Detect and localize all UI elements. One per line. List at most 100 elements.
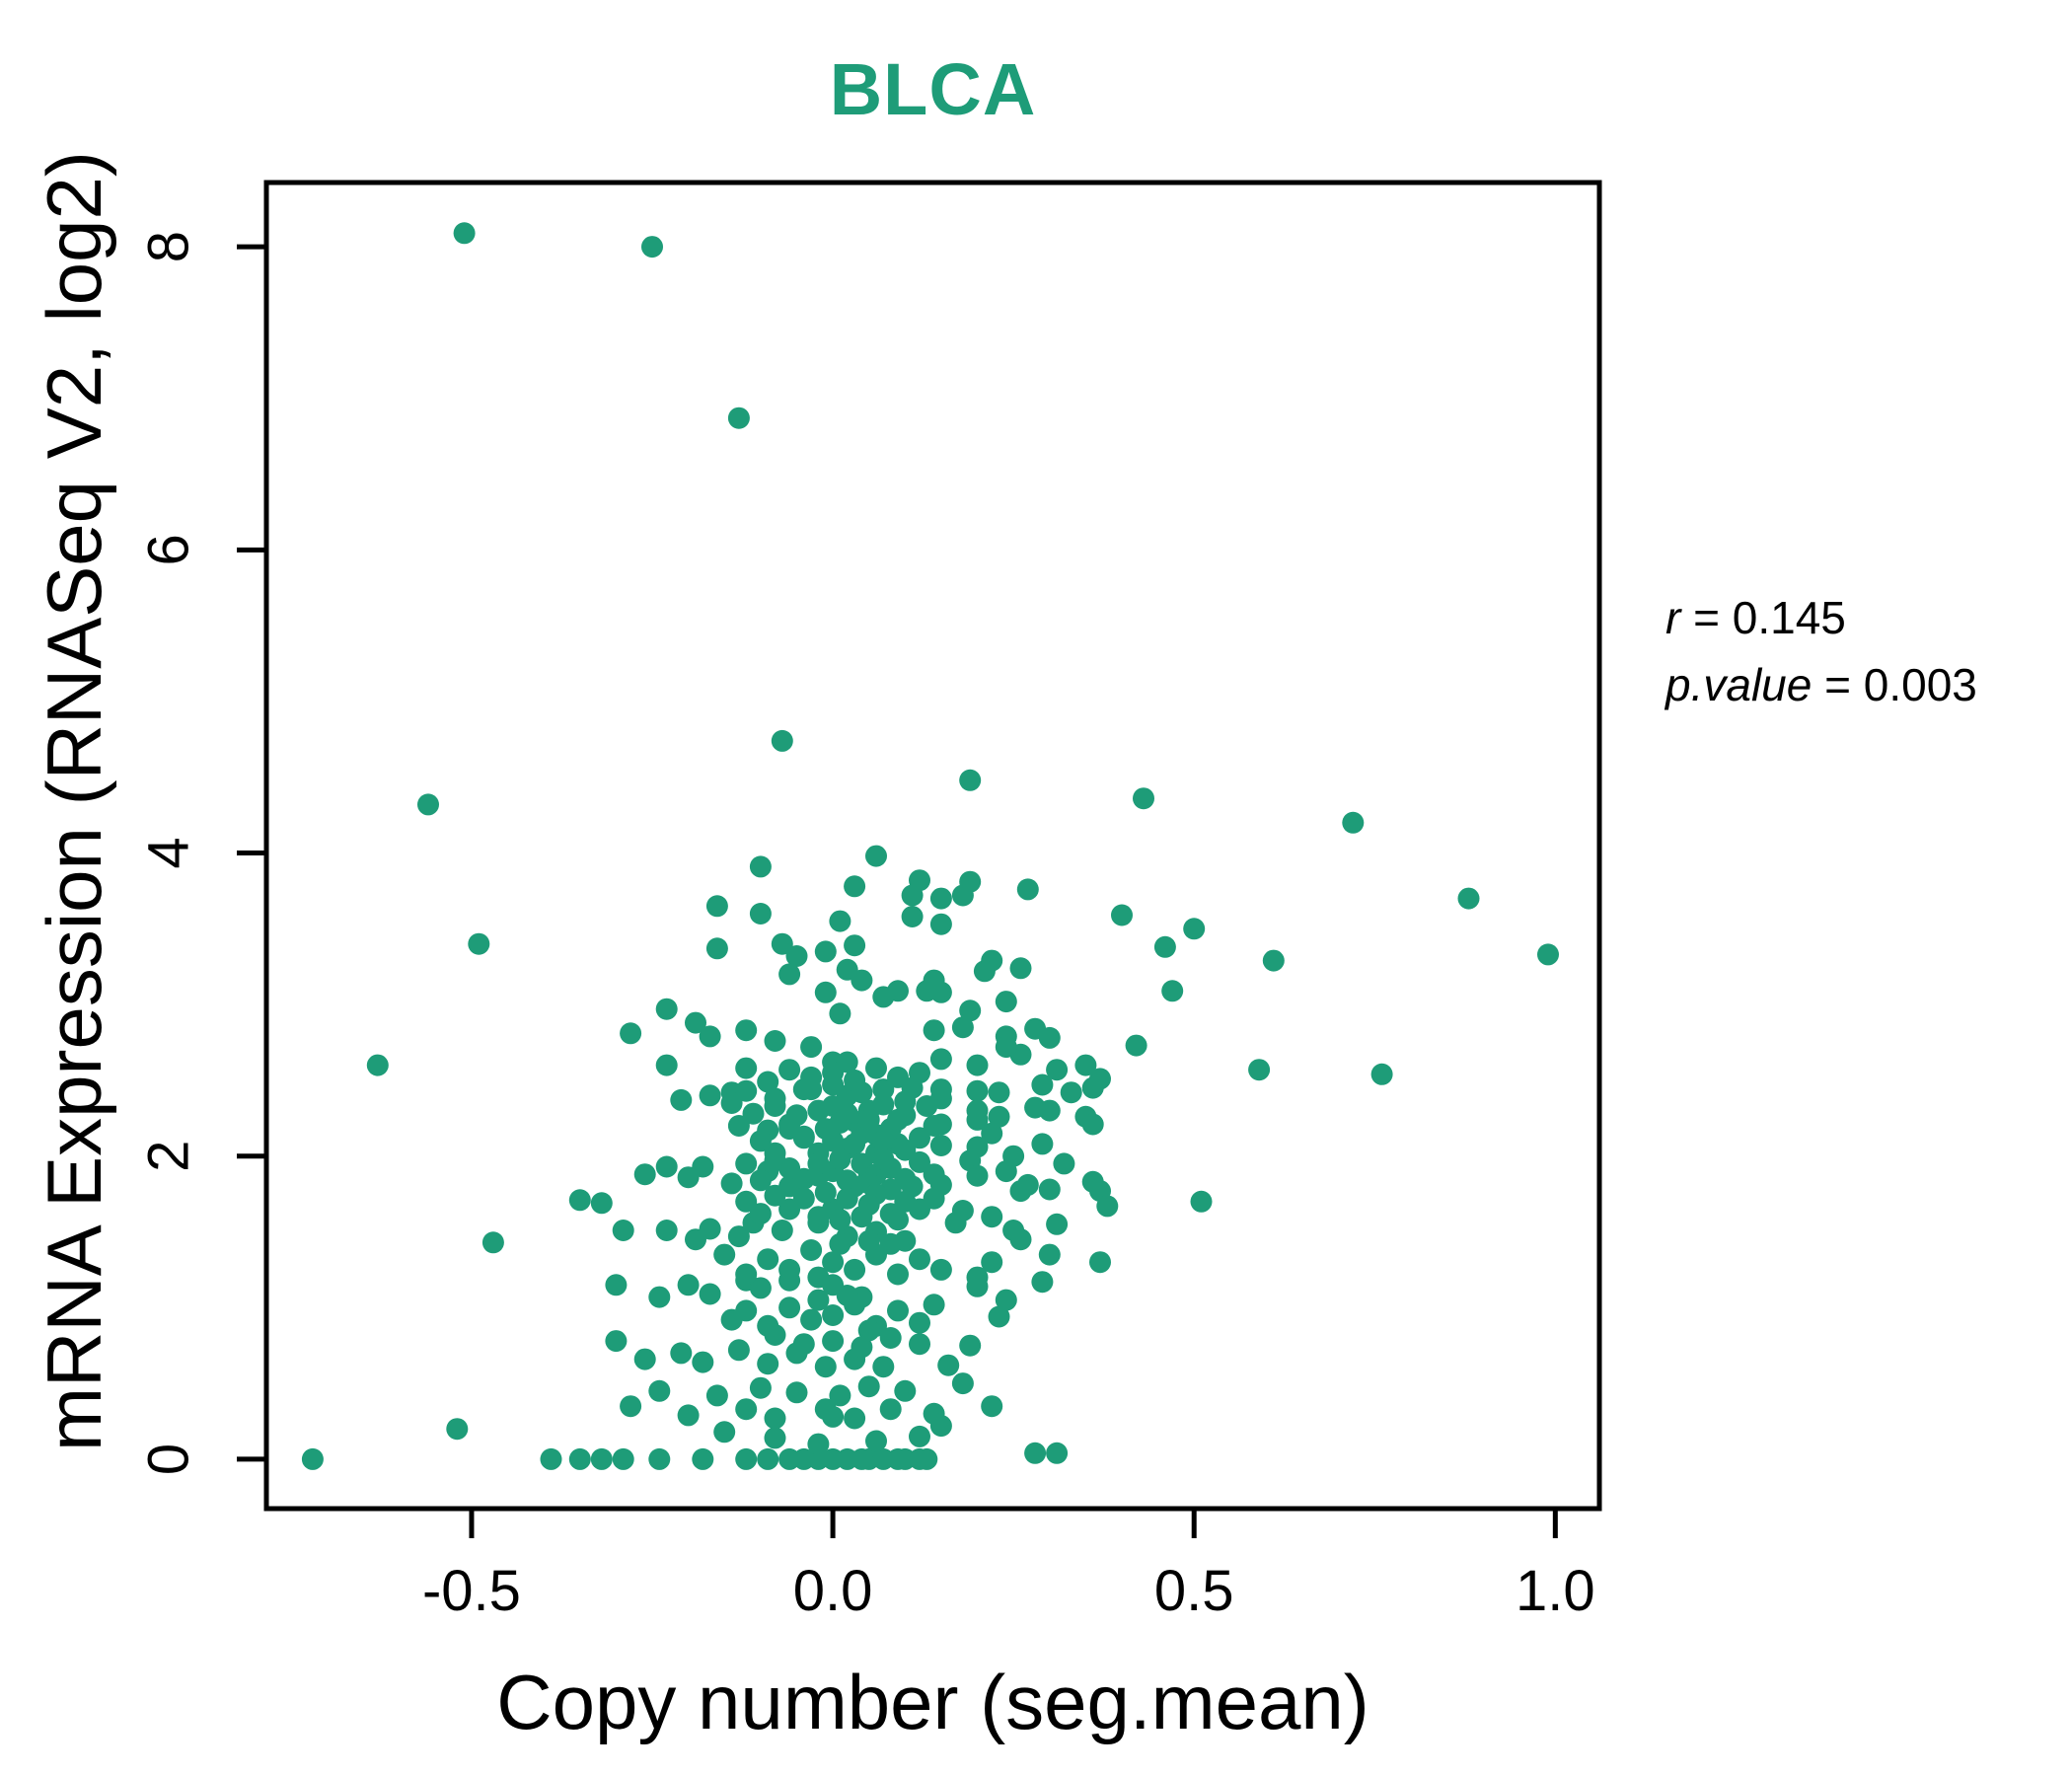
data-point (844, 1258, 866, 1281)
data-point (857, 1108, 880, 1131)
data-point (973, 960, 996, 983)
data-point (1153, 935, 1176, 958)
data-point (655, 998, 678, 1020)
data-point (540, 1447, 562, 1470)
data-point (633, 1163, 656, 1186)
p-value-line: p.value = 0.003 (1665, 651, 1977, 718)
data-point (901, 1076, 924, 1099)
data-point (727, 1115, 750, 1137)
data-point (1248, 1059, 1271, 1081)
data-point (829, 910, 851, 932)
data-point (735, 1152, 758, 1175)
data-point (713, 1421, 736, 1443)
data-point (887, 980, 909, 1002)
data-point (807, 1206, 830, 1228)
data-point (692, 1447, 714, 1470)
data-point (1024, 1096, 1047, 1119)
data-point (857, 1193, 880, 1216)
data-point (692, 1351, 714, 1373)
data-point (670, 1088, 693, 1111)
data-point (807, 1099, 830, 1122)
p-eq: = 0.003 (1812, 659, 1977, 710)
data-point (757, 1353, 779, 1375)
data-point (929, 887, 952, 910)
data-point (887, 1263, 909, 1286)
data-point (807, 1152, 830, 1175)
data-point (778, 1198, 801, 1221)
data-point (909, 1150, 930, 1173)
data-point (771, 729, 793, 752)
data-point (705, 895, 728, 918)
data-point (481, 1231, 504, 1254)
data-point (1111, 904, 1133, 926)
data-point (366, 1054, 389, 1076)
data-point (749, 1277, 772, 1299)
data-point (1009, 1180, 1032, 1203)
r-var: r (1665, 592, 1681, 643)
data-point (959, 1334, 982, 1357)
data-point (699, 1283, 721, 1305)
data-point (851, 1081, 873, 1104)
data-point (727, 1339, 750, 1362)
data-point (655, 1155, 678, 1178)
data-point (916, 1447, 938, 1470)
data-point (894, 1379, 917, 1402)
data-point (1089, 1251, 1111, 1274)
data-point (951, 1016, 974, 1039)
data-point (879, 1398, 902, 1421)
data-point (1038, 1026, 1061, 1049)
data-point (909, 1425, 930, 1447)
data-point (590, 1192, 613, 1215)
data-point (879, 1327, 902, 1349)
data-point (988, 1105, 1010, 1128)
data-point (981, 1251, 1003, 1274)
data-point (641, 236, 663, 259)
data-point (923, 1294, 945, 1316)
data-point (735, 1057, 758, 1079)
data-point (446, 1418, 469, 1441)
data-point (1046, 1213, 1069, 1235)
data-point (778, 1118, 801, 1141)
data-point (757, 1071, 779, 1093)
data-point (648, 1379, 671, 1402)
data-point (836, 1051, 858, 1073)
data-point (857, 1229, 880, 1252)
data-point (923, 1019, 945, 1042)
data-point (699, 1218, 721, 1240)
data-point (749, 1169, 772, 1192)
data-point (720, 1172, 743, 1195)
chart-title: BLCA (829, 48, 1037, 130)
data-point (771, 1220, 793, 1241)
data-point (814, 1356, 837, 1378)
x-tick-label: 0.5 (1154, 1559, 1234, 1623)
data-point (620, 1022, 642, 1045)
y-tick-label: 4 (136, 837, 200, 868)
data-point (1133, 787, 1154, 810)
data-point (959, 999, 982, 1022)
data-point (995, 991, 1017, 1013)
data-point (844, 1133, 866, 1155)
data-point (1038, 1243, 1061, 1266)
data-point (735, 1079, 758, 1102)
data-point (872, 1130, 895, 1152)
data-point (901, 906, 924, 927)
data-point (453, 222, 476, 245)
data-point (937, 1354, 960, 1376)
data-point (1183, 918, 1206, 940)
data-point (670, 1342, 693, 1365)
data-point (995, 1036, 1017, 1059)
y-axis-title: mRNA Expression (RNASeq V2, log2) (31, 151, 117, 1451)
data-point (1262, 949, 1285, 972)
data-point (785, 945, 808, 967)
data-point (1009, 1228, 1032, 1251)
data-point (1009, 957, 1032, 980)
data-point (1190, 1190, 1213, 1213)
y-tick-label: 6 (136, 534, 200, 565)
data-point (764, 1095, 786, 1117)
data-point (995, 1289, 1017, 1311)
data-point (764, 1030, 786, 1052)
data-point (836, 1187, 858, 1210)
data-point (1074, 1054, 1097, 1076)
data-point (857, 1375, 880, 1398)
